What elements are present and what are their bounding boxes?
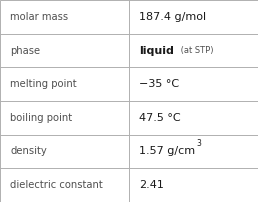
Text: 47.5 °C: 47.5 °C	[139, 113, 181, 123]
Text: −35 °C: −35 °C	[139, 79, 180, 89]
Text: phase: phase	[10, 45, 41, 56]
Text: 187.4 g/mol: 187.4 g/mol	[139, 12, 206, 22]
Text: dielectric constant: dielectric constant	[10, 180, 103, 190]
Text: 1.57 g/cm: 1.57 g/cm	[139, 146, 196, 157]
Text: melting point: melting point	[10, 79, 77, 89]
Text: 2.41: 2.41	[139, 180, 164, 190]
Text: 3: 3	[196, 139, 201, 148]
Text: boiling point: boiling point	[10, 113, 72, 123]
Text: density: density	[10, 146, 47, 157]
Text: (at STP): (at STP)	[178, 46, 214, 55]
Text: molar mass: molar mass	[10, 12, 68, 22]
Text: liquid: liquid	[139, 45, 174, 56]
